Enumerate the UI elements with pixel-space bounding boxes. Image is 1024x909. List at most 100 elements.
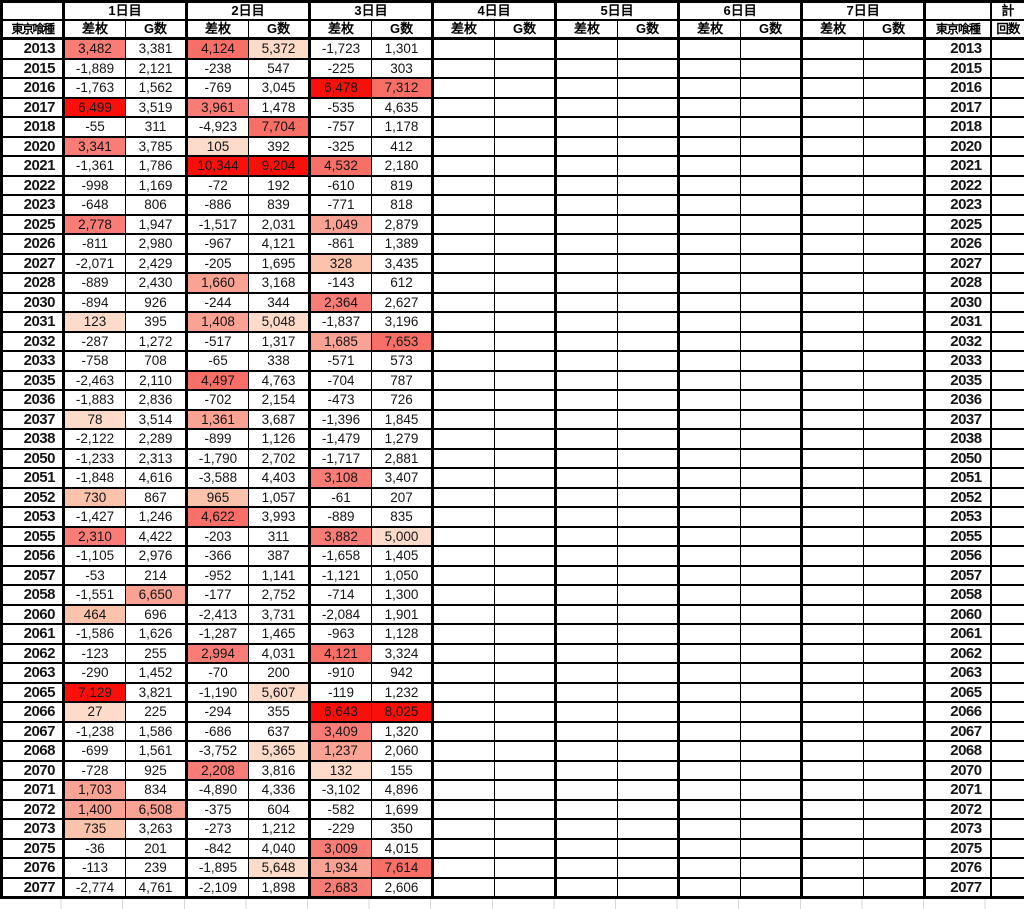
- row-label-left[interactable]: 2062: [2, 644, 64, 664]
- empty-cell[interactable]: [433, 741, 495, 761]
- diff-cell[interactable]: 3,961: [187, 98, 249, 118]
- diff-cell[interactable]: -473: [310, 390, 372, 410]
- empty-cell[interactable]: [556, 722, 618, 742]
- empty-cell[interactable]: [741, 117, 802, 137]
- empty-cell[interactable]: [802, 429, 864, 449]
- games-cell[interactable]: 1,452: [126, 663, 187, 683]
- games-cell[interactable]: 7,704: [249, 117, 310, 137]
- diff-cell[interactable]: -894: [64, 293, 126, 313]
- row-label-right[interactable]: 2013: [925, 39, 991, 59]
- games-cell[interactable]: 1,272: [126, 332, 187, 352]
- empty-cell[interactable]: [741, 741, 802, 761]
- row-label-left[interactable]: 2021: [2, 156, 64, 176]
- diff-header[interactable]: 差枚: [187, 20, 249, 39]
- empty-cell[interactable]: [741, 176, 802, 196]
- diff-cell[interactable]: 1,685: [310, 332, 372, 352]
- row-label-left[interactable]: 2020: [2, 137, 64, 157]
- empty-cell[interactable]: [679, 800, 741, 820]
- empty-cell[interactable]: [618, 858, 679, 878]
- empty-cell[interactable]: [556, 390, 618, 410]
- empty-cell[interactable]: [618, 78, 679, 98]
- empty-cell[interactable]: [741, 78, 802, 98]
- row-label-right[interactable]: 2067: [925, 722, 991, 742]
- games-cell[interactable]: 3,687: [249, 410, 310, 430]
- empty-cell[interactable]: [864, 819, 925, 839]
- empty-cell[interactable]: [556, 566, 618, 586]
- empty-cell[interactable]: [618, 624, 679, 644]
- games-cell[interactable]: 3,263: [126, 819, 187, 839]
- day-header-4[interactable]: 4日目: [433, 2, 556, 21]
- games-cell[interactable]: 1,695: [249, 254, 310, 274]
- empty-cell[interactable]: [802, 410, 864, 430]
- empty-cell[interactable]: [679, 702, 741, 722]
- empty-cell[interactable]: [679, 234, 741, 254]
- empty-cell[interactable]: [495, 878, 556, 898]
- games-cell[interactable]: 1,465: [249, 624, 310, 644]
- diff-cell[interactable]: 6,499: [64, 98, 126, 118]
- empty-cell[interactable]: [679, 195, 741, 215]
- diff-cell[interactable]: 1,703: [64, 780, 126, 800]
- empty-cell[interactable]: [433, 605, 495, 625]
- day-header-5[interactable]: 5日目: [556, 2, 679, 21]
- empty-cell[interactable]: [618, 761, 679, 781]
- empty-cell[interactable]: [802, 351, 864, 371]
- empty-cell[interactable]: [556, 663, 618, 683]
- row-label-right[interactable]: 2058: [925, 585, 991, 605]
- empty-cell[interactable]: [618, 429, 679, 449]
- games-cell[interactable]: 1,317: [249, 332, 310, 352]
- empty-cell[interactable]: [741, 858, 802, 878]
- empty-cell[interactable]: [802, 234, 864, 254]
- empty-cell[interactable]: [864, 546, 925, 566]
- empty-cell[interactable]: [433, 468, 495, 488]
- games-cell[interactable]: 2,180: [372, 156, 433, 176]
- empty-cell[interactable]: [864, 215, 925, 235]
- diff-cell[interactable]: -886: [187, 195, 249, 215]
- empty-cell[interactable]: [802, 566, 864, 586]
- diff-cell[interactable]: 4,497: [187, 371, 249, 391]
- diff-cell[interactable]: -699: [64, 741, 126, 761]
- empty-cell[interactable]: [679, 449, 741, 469]
- games-header[interactable]: G数: [126, 20, 187, 39]
- count-cell[interactable]: [991, 195, 1024, 215]
- empty-cell[interactable]: [433, 371, 495, 391]
- empty-cell[interactable]: [864, 624, 925, 644]
- empty-cell[interactable]: [433, 780, 495, 800]
- games-cell[interactable]: 412: [372, 137, 433, 157]
- empty-cell[interactable]: [556, 78, 618, 98]
- empty-cell[interactable]: [495, 449, 556, 469]
- empty-cell[interactable]: [741, 195, 802, 215]
- empty-cell[interactable]: [864, 59, 925, 79]
- diff-cell[interactable]: 132: [310, 761, 372, 781]
- games-cell[interactable]: 255: [126, 644, 187, 664]
- empty-cell[interactable]: [741, 566, 802, 586]
- empty-cell[interactable]: [618, 351, 679, 371]
- games-cell[interactable]: 4,040: [249, 839, 310, 859]
- diff-cell[interactable]: -1,895: [187, 858, 249, 878]
- games-cell[interactable]: 395: [126, 312, 187, 332]
- empty-cell[interactable]: [741, 429, 802, 449]
- diff-cell[interactable]: 1,361: [187, 410, 249, 430]
- diff-header[interactable]: 差枚: [802, 20, 864, 39]
- games-cell[interactable]: 4,031: [249, 644, 310, 664]
- count-cell[interactable]: [991, 59, 1024, 79]
- empty-cell[interactable]: [556, 371, 618, 391]
- diff-cell[interactable]: -203: [187, 527, 249, 547]
- games-cell[interactable]: 3,407: [372, 468, 433, 488]
- empty-cell[interactable]: [864, 293, 925, 313]
- empty-cell[interactable]: [495, 254, 556, 274]
- row-label-left[interactable]: 2077: [2, 878, 64, 898]
- empty-cell[interactable]: [495, 410, 556, 430]
- row-label-left[interactable]: 2052: [2, 488, 64, 508]
- count-cell[interactable]: [991, 585, 1024, 605]
- games-cell[interactable]: 4,896: [372, 780, 433, 800]
- count-cell[interactable]: [991, 449, 1024, 469]
- row-label-left[interactable]: 2023: [2, 195, 64, 215]
- games-cell[interactable]: 8,025: [372, 702, 433, 722]
- games-header[interactable]: G数: [618, 20, 679, 39]
- diff-cell[interactable]: -177: [187, 585, 249, 605]
- empty-cell[interactable]: [802, 156, 864, 176]
- row-label-right[interactable]: 2066: [925, 702, 991, 722]
- empty-cell[interactable]: [802, 624, 864, 644]
- empty-cell[interactable]: [433, 293, 495, 313]
- row-label-right[interactable]: 2030: [925, 293, 991, 313]
